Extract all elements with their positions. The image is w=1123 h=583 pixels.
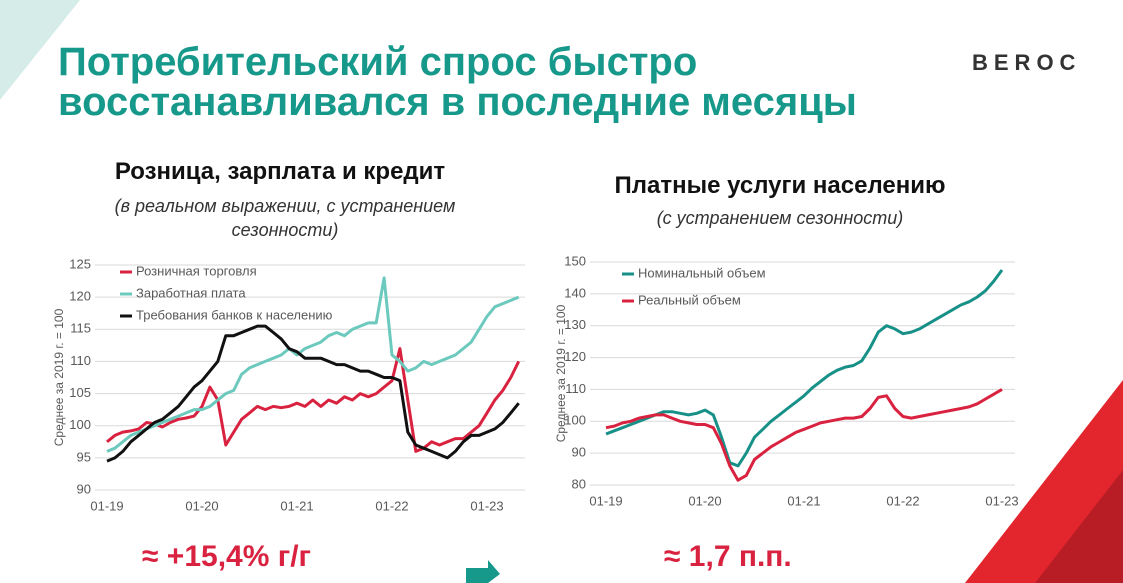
y-tick-label: 90 [572, 445, 586, 460]
y-axis-label: Среднее за 2019 г. = 100 [554, 304, 568, 442]
chart-subtitle: (с устранением сезонности) [656, 208, 904, 228]
decor [0, 0, 80, 100]
x-tick-label: 01-20 [185, 498, 218, 513]
chart-title: Розница, зарплата и кредит [114, 158, 446, 185]
x-tick-label: 01-19 [589, 493, 622, 508]
y-tick-label: 115 [70, 321, 91, 336]
y-tick-label: 140 [564, 285, 586, 300]
y-tick-label: 110 [70, 353, 91, 368]
x-tick-label: 01-20 [688, 493, 721, 508]
y-tick-label: 80 [572, 476, 586, 491]
y-tick-label: 120 [69, 289, 91, 304]
x-tick-label: 01-19 [90, 498, 123, 513]
line [106, 347, 521, 453]
chart-subtitle: (в реальном выражении, с устранением сез… [114, 196, 456, 240]
x-tick-label: 01-21 [280, 498, 313, 513]
y-tick-label: 120 [564, 349, 586, 364]
chart-title: Платные услуги населению [614, 172, 946, 199]
title: Потребительский спрос быстро восстанавли… [58, 40, 857, 124]
legend-label: Реальный объем [638, 292, 741, 307]
arrow [466, 560, 500, 583]
y-tick-label: 90 [77, 481, 91, 496]
y-axis-label: Среднее за 2019 г. = 100 [52, 308, 66, 446]
y-tick-label: 100 [69, 417, 91, 432]
legend-label: Номинальный объем [638, 265, 766, 280]
x-tick-label: 01-22 [375, 498, 408, 513]
legend-label: Заработная плата [136, 285, 246, 300]
annotation: ≈ 1,7 п.п. [664, 540, 792, 573]
legend-label: Розничная торговля [136, 263, 257, 278]
y-tick-label: 100 [564, 413, 586, 428]
line [605, 269, 1004, 468]
legend-label: Требования банков к населению [136, 307, 333, 322]
y-tick-label: 95 [77, 449, 91, 464]
line [605, 388, 1003, 482]
x-tick-label: 01-21 [787, 493, 820, 508]
line [106, 276, 520, 453]
y-tick-label: 125 [69, 256, 91, 271]
x-tick-label: 01-23 [470, 498, 503, 513]
x-tick-label: 01-22 [886, 493, 919, 508]
x-tick-label: 01-23 [985, 493, 1018, 508]
decor [1035, 470, 1123, 583]
y-tick-label: 130 [564, 317, 586, 332]
y-tick-label: 150 [564, 253, 586, 268]
logo: BEROC [972, 50, 1082, 75]
annotation: ≈ +15,4% г/г [142, 540, 312, 573]
line [106, 324, 520, 463]
y-tick-label: 105 [69, 385, 91, 400]
y-tick-label: 110 [565, 381, 586, 396]
